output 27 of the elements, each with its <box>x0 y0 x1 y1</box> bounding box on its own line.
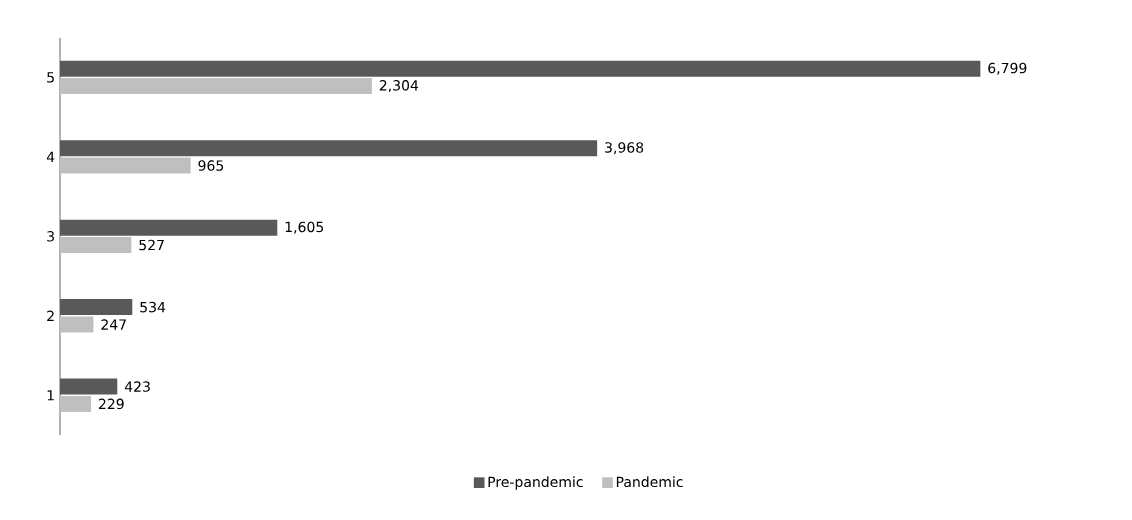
data-label: 229 <box>98 398 124 410</box>
y-tick-label: 3 <box>47 231 54 242</box>
legend-label: Pre-pandemic <box>488 476 583 490</box>
data-label: 423 <box>124 381 150 392</box>
bar <box>60 78 372 95</box>
data-label: 965 <box>198 160 224 171</box>
bar <box>60 236 132 253</box>
bar <box>60 299 133 316</box>
bar <box>60 378 118 395</box>
y-tick-label: 4 <box>46 151 55 162</box>
y-tick-label: 5 <box>47 72 54 83</box>
bar <box>60 316 94 333</box>
y-tick-label: 1 <box>47 390 54 401</box>
data-label: 3,968 <box>605 142 644 155</box>
data-label: 1,605 <box>285 221 324 234</box>
legend-label: Pandemic <box>616 476 683 488</box>
bar <box>60 157 191 174</box>
bar <box>60 219 278 236</box>
data-label: 527 <box>139 239 164 251</box>
data-label: 2,304 <box>379 80 419 93</box>
bar <box>60 60 981 77</box>
data-label: 534 <box>140 301 166 313</box>
bar <box>60 395 92 412</box>
bar <box>60 140 598 157</box>
data-label: 6,799 <box>988 62 1027 75</box>
y-tick-label: 2 <box>47 310 54 321</box>
data-label: 247 <box>101 319 126 330</box>
